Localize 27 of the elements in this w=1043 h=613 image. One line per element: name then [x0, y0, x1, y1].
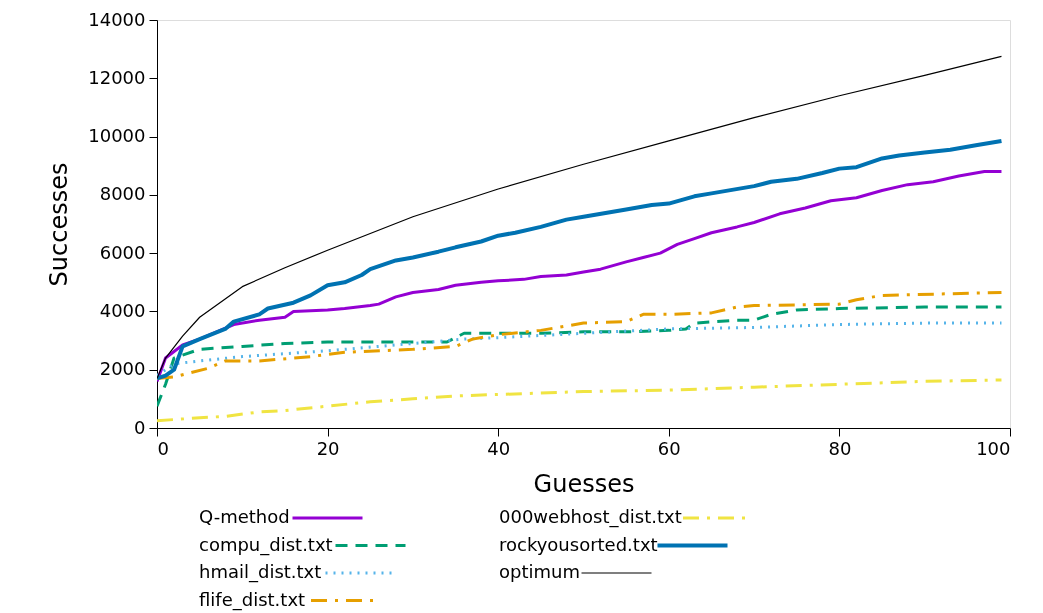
- y-tick-label: 0: [134, 416, 146, 438]
- y-tick-label: 10000: [88, 125, 146, 147]
- legend-label: hmail_dist.txt: [199, 561, 322, 583]
- legend-label: rockyousorted.txt: [499, 533, 658, 555]
- y-tick-label: 4000: [99, 299, 146, 321]
- legend-label: compu_dist.txt: [199, 533, 333, 556]
- line-series: [157, 290, 1003, 380]
- line-series: [157, 321, 1003, 378]
- x-tick-label: 80: [828, 437, 852, 459]
- x-tick-label: 100: [976, 437, 1011, 459]
- y-tick-label: 2000: [99, 358, 146, 380]
- legend-label: flife_dist.txt: [199, 588, 306, 611]
- legend-label: 000webhost_dist.txt: [499, 506, 682, 528]
- x-tick-label: 0: [157, 437, 169, 459]
- line-series: [157, 378, 1003, 423]
- x-tick-label: 60: [657, 437, 681, 459]
- y-tick-label: 14000: [88, 8, 146, 30]
- legend-label: optimum: [499, 561, 580, 582]
- y-tick-label: 8000: [99, 183, 146, 205]
- x-tick-label: 20: [316, 437, 340, 459]
- x-tick-label: 40: [487, 437, 511, 459]
- y-tick-label: 12000: [88, 66, 146, 88]
- y-axis-title: Successes: [45, 162, 74, 287]
- y-tick-label: 6000: [99, 241, 146, 263]
- x-axis-title: Guesses: [533, 469, 635, 498]
- legend-label: Q-method: [199, 506, 290, 527]
- line-series: [157, 305, 1003, 408]
